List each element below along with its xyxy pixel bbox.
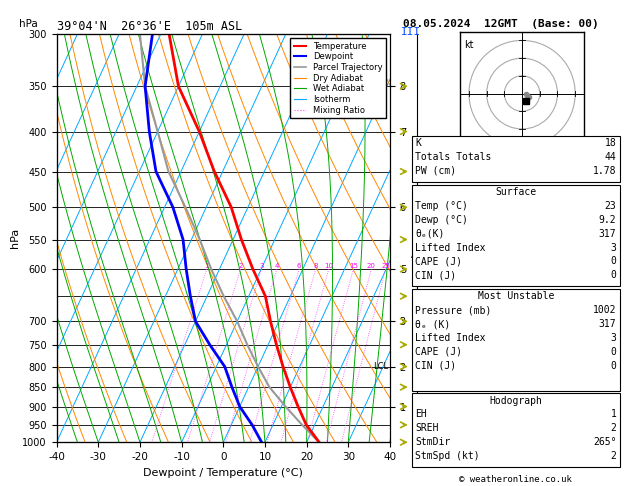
Text: K: K [415, 138, 421, 148]
Text: 8: 8 [313, 263, 318, 269]
Text: 317: 317 [599, 228, 616, 239]
Y-axis label: hPa: hPa [9, 228, 19, 248]
Text: 0: 0 [611, 361, 616, 371]
Text: 39°04'N  26°36'E  105m ASL: 39°04'N 26°36'E 105m ASL [57, 20, 242, 33]
Text: Dewp (°C): Dewp (°C) [415, 215, 468, 225]
Text: 4: 4 [275, 263, 279, 269]
Text: CAPE (J): CAPE (J) [415, 256, 462, 266]
Text: kt: kt [464, 40, 473, 51]
Text: CIN (J): CIN (J) [415, 361, 456, 371]
Text: 2: 2 [238, 263, 243, 269]
Text: 9.2: 9.2 [599, 215, 616, 225]
Text: Totals Totals: Totals Totals [415, 152, 491, 162]
Text: 317: 317 [599, 319, 616, 329]
Text: 08.05.2024  12GMT  (Base: 00): 08.05.2024 12GMT (Base: 00) [403, 19, 598, 30]
Text: 44: 44 [604, 152, 616, 162]
Text: 0: 0 [611, 270, 616, 280]
Legend: Temperature, Dewpoint, Parcel Trajectory, Dry Adiabat, Wet Adiabat, Isotherm, Mi: Temperature, Dewpoint, Parcel Trajectory… [291, 38, 386, 118]
Text: 1: 1 [611, 409, 616, 419]
Text: 1: 1 [204, 263, 209, 269]
Text: 25: 25 [381, 263, 390, 269]
Text: θₑ (K): θₑ (K) [415, 319, 450, 329]
Text: LCL: LCL [373, 362, 388, 371]
Text: 3: 3 [611, 243, 616, 253]
Text: CIN (J): CIN (J) [415, 270, 456, 280]
Text: 1.78: 1.78 [593, 166, 616, 176]
Text: Surface: Surface [495, 187, 537, 197]
Text: Temp (°C): Temp (°C) [415, 201, 468, 211]
Y-axis label: km
ASL: km ASL [411, 238, 429, 260]
Text: 2: 2 [611, 423, 616, 434]
Text: hPa: hPa [19, 19, 38, 29]
Text: PW (cm): PW (cm) [415, 166, 456, 176]
Text: CAPE (J): CAPE (J) [415, 347, 462, 357]
Text: θₑ(K): θₑ(K) [415, 228, 445, 239]
Text: 0: 0 [611, 256, 616, 266]
Text: StmDir: StmDir [415, 437, 450, 447]
Text: EH: EH [415, 409, 427, 419]
Text: Pressure (mb): Pressure (mb) [415, 305, 491, 315]
Text: 20: 20 [367, 263, 376, 269]
Text: 265°: 265° [593, 437, 616, 447]
Text: 15: 15 [349, 263, 358, 269]
Text: 18: 18 [604, 138, 616, 148]
Text: 2: 2 [611, 451, 616, 461]
Text: 23: 23 [604, 201, 616, 211]
Text: Most Unstable: Most Unstable [477, 292, 554, 301]
Text: StmSpd (kt): StmSpd (kt) [415, 451, 480, 461]
Text: SREH: SREH [415, 423, 438, 434]
Text: Lifted Index: Lifted Index [415, 243, 486, 253]
Text: 3: 3 [611, 333, 616, 343]
Text: Hodograph: Hodograph [489, 396, 542, 406]
Text: 1002: 1002 [593, 305, 616, 315]
Text: Lifted Index: Lifted Index [415, 333, 486, 343]
Text: III: III [401, 27, 421, 37]
Text: 6: 6 [297, 263, 301, 269]
X-axis label: Dewpoint / Temperature (°C): Dewpoint / Temperature (°C) [143, 468, 303, 478]
Text: 0: 0 [611, 347, 616, 357]
Text: © weatheronline.co.uk: © weatheronline.co.uk [459, 474, 572, 484]
Text: 10: 10 [325, 263, 333, 269]
Text: 3: 3 [259, 263, 264, 269]
